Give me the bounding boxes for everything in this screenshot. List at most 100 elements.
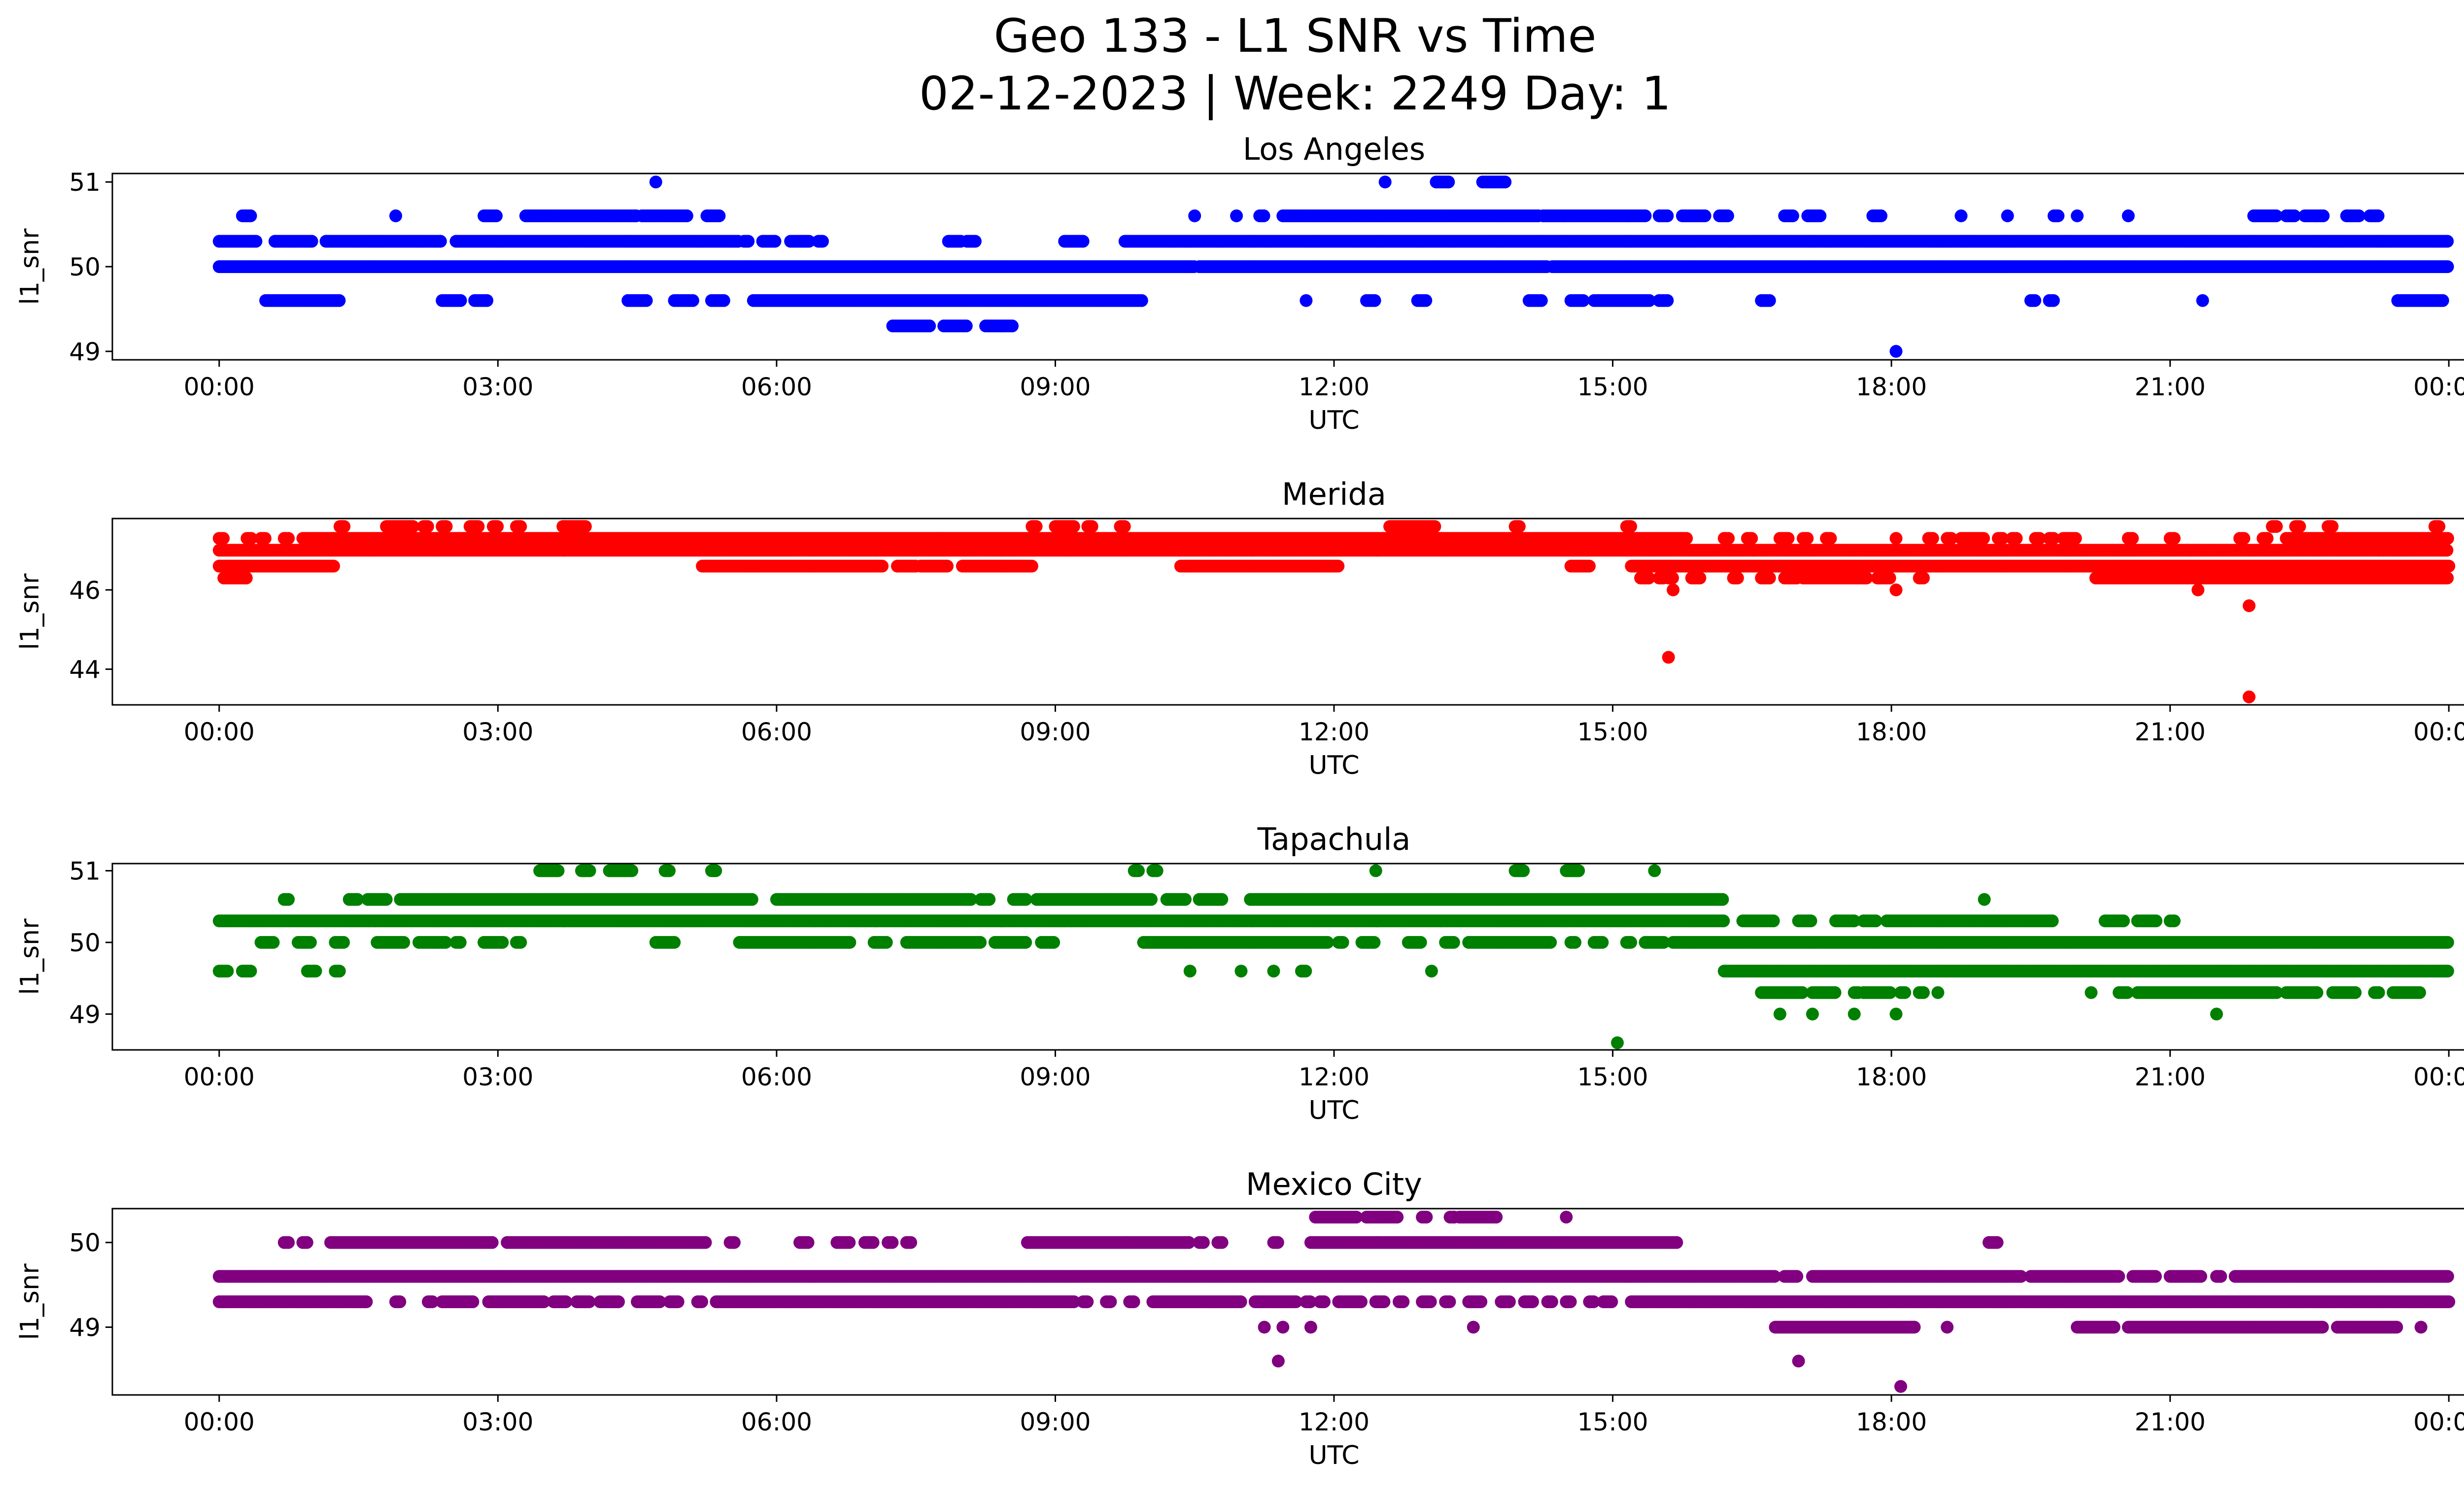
- data-point: [1076, 235, 1090, 248]
- data-point: [2167, 532, 2181, 545]
- x-tick-label: 09:00: [1020, 373, 1091, 401]
- data-point: [2293, 520, 2306, 533]
- data-point: [2047, 294, 2060, 307]
- x-tick-label: 21:00: [2135, 373, 2206, 401]
- data-point: [2326, 520, 2339, 533]
- data-point: [2436, 294, 2449, 307]
- y-tick-label: 50: [69, 253, 101, 281]
- data-point: [2069, 532, 2082, 545]
- data-point: [1680, 532, 1693, 545]
- data-point: [1875, 209, 1887, 222]
- data-point: [1300, 294, 1313, 307]
- data-point: [713, 209, 726, 222]
- data-point: [1535, 294, 1548, 307]
- data-point: [1889, 532, 1903, 545]
- data-point: [1814, 209, 1827, 222]
- data-point: [802, 235, 816, 248]
- data-point: [2260, 532, 2274, 545]
- data-point: [2071, 209, 2084, 222]
- data-point: [649, 175, 662, 189]
- x-tick-label: 00:00: [2413, 373, 2464, 401]
- data-point: [490, 209, 503, 222]
- data-point: [454, 294, 467, 307]
- data-point: [959, 319, 973, 333]
- x-tick-label: 12:00: [1299, 373, 1369, 401]
- data-point: [1085, 520, 1098, 533]
- data-point: [2122, 209, 2135, 222]
- data-point: [1824, 532, 1837, 545]
- data-point: [1067, 520, 1080, 533]
- data-point: [768, 235, 782, 248]
- figure-title-line-2: 02-12-2023 | Week: 2249 Day: 1: [919, 67, 1671, 121]
- data-point: [2237, 532, 2251, 545]
- data-point: [258, 532, 272, 545]
- data-point: [2270, 520, 2283, 533]
- data-point: [1639, 209, 1652, 222]
- subplot-los-angeles: Los Angeles 00:00 03:00 06:00 09:00 12:00 15:0…: [15, 131, 2464, 435]
- data-point: [968, 235, 982, 248]
- data-point: [1624, 520, 1638, 533]
- subplot-panels: Los Angeles 00:00 03:00 06:00 09:00 12:00 15:0…: [15, 131, 2464, 1470]
- data-point: [579, 520, 592, 533]
- data-point: [2432, 520, 2446, 533]
- data-point: [2269, 209, 2283, 222]
- data-point: [389, 209, 402, 222]
- data-point: [2052, 209, 2065, 222]
- data-point: [1926, 532, 1939, 545]
- data-point: [2441, 235, 2454, 248]
- data-point: [2028, 294, 2042, 307]
- data-point: [282, 532, 295, 545]
- data-point: [1230, 209, 1243, 222]
- data-point: [1721, 209, 1734, 222]
- data-point: [1786, 209, 1799, 222]
- y-axis-label: l1_snr: [15, 228, 45, 305]
- data-point: [1257, 209, 1270, 222]
- data-point: [421, 520, 434, 533]
- data-point: [2352, 209, 2365, 222]
- data-point: [1763, 294, 1776, 307]
- data-point: [1698, 209, 1711, 222]
- data-point: [1029, 520, 1043, 533]
- data-point: [1722, 532, 1735, 545]
- data-point: [923, 319, 936, 333]
- x-axis-label: UTC: [1308, 406, 1359, 435]
- data-point: [2126, 532, 2139, 545]
- data-point: [2440, 544, 2454, 557]
- data-point: [1135, 294, 1148, 307]
- data-point: [2288, 209, 2301, 222]
- x-tick-label: 03:00: [462, 373, 533, 401]
- y-tick-label: 51: [69, 168, 101, 197]
- x-tick-label: 15:00: [1577, 373, 1648, 401]
- data-point: [1889, 345, 1903, 358]
- data-point: [1801, 532, 1814, 545]
- data-point: [640, 294, 653, 307]
- x-tick-label: 00:00: [184, 373, 255, 401]
- data-point: [2441, 260, 2454, 273]
- data-point: [1499, 175, 1512, 189]
- data-point: [686, 294, 699, 307]
- data-point: [2196, 294, 2209, 307]
- subplot-title: Los Angeles: [1243, 131, 1425, 167]
- data-point: [305, 235, 318, 248]
- x-tick-label: 18:00: [1856, 373, 1927, 401]
- data-point: [1512, 520, 1526, 533]
- data-point: [491, 520, 504, 533]
- data-point: [1378, 175, 1392, 189]
- data-point: [327, 559, 340, 573]
- y-tick-label: 49: [69, 338, 101, 366]
- data-point: [338, 520, 351, 533]
- data-point: [2010, 532, 2023, 545]
- data-point: [816, 235, 829, 248]
- data-point: [1661, 294, 1674, 307]
- data-point: [1368, 294, 1381, 307]
- data-point: [1006, 319, 1019, 333]
- data-point: [717, 294, 730, 307]
- data-point: [244, 209, 257, 222]
- data-point: [440, 520, 453, 533]
- data-point: [1428, 520, 1441, 533]
- data-point: [1661, 209, 1674, 222]
- data-point: [249, 235, 263, 248]
- x-tick-label: 06:00: [741, 373, 812, 401]
- data-point: [1576, 294, 1590, 307]
